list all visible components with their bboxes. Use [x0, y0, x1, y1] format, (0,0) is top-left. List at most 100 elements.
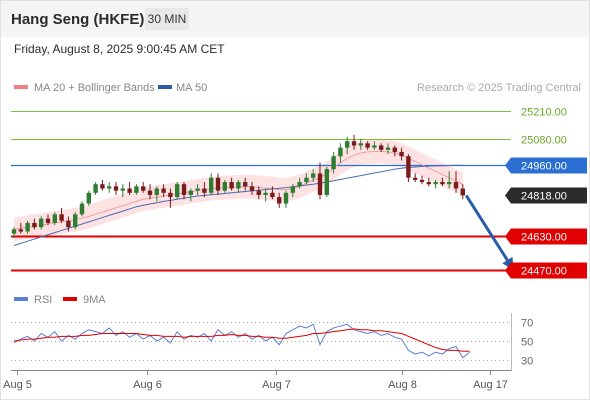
candle: [372, 141, 377, 150]
rsi-series-9ma: [13, 328, 470, 352]
candle-body: [399, 151, 404, 157]
legend-swatch-9ma: [63, 297, 77, 301]
candle-body: [331, 156, 336, 170]
candle-body: [433, 182, 438, 185]
candle: [277, 192, 282, 208]
level-label-box: [511, 228, 587, 245]
candle-body: [141, 186, 146, 191]
candle-body: [447, 182, 452, 185]
chart-header: Hang Seng (HKFE) 30 MIN: [1, 1, 589, 37]
level-label-box: [511, 187, 587, 204]
candle-body: [338, 147, 343, 157]
candle-body: [270, 192, 275, 198]
candle: [134, 184, 139, 195]
x-axis-ticks: Aug 5 Aug 6 Aug 7 Aug 8 Aug 17: [3, 370, 508, 391]
candle: [283, 190, 289, 208]
level-label-box: [511, 157, 587, 174]
timeframe-badge[interactable]: 30 MIN: [145, 8, 189, 30]
candle-body: [385, 147, 391, 150]
candle-body: [66, 220, 71, 228]
candle-body: [413, 177, 418, 180]
candle: [39, 216, 44, 230]
legend-label-ma50: MA 50: [176, 82, 207, 94]
candle-body: [11, 229, 17, 234]
candle-body: [256, 190, 261, 195]
candle-body: [209, 177, 214, 193]
x-tick-label: Aug 6: [133, 379, 162, 391]
candle: [202, 182, 207, 198]
candle: [324, 166, 329, 198]
level-label-24470.00: 24470.00: [505, 262, 587, 279]
candle: [447, 171, 452, 189]
candle: [45, 214, 51, 226]
x-tick-label: Aug 8: [388, 379, 417, 391]
candle-body: [290, 186, 295, 193]
candle-body: [168, 192, 173, 198]
legend-label-9ma: 9MA: [83, 294, 106, 306]
x-tick-label: Aug 17: [473, 379, 508, 391]
candle-body: [59, 214, 64, 221]
candle-body: [379, 145, 384, 150]
candle: [365, 141, 370, 150]
candle: [358, 139, 363, 150]
candle: [32, 218, 37, 230]
level-label-pointer: [505, 187, 511, 204]
level-labels: 25210.00 25080.00 24960.00 24818.00 24630.00…: [505, 107, 587, 279]
legend-swatch-ma50: [158, 85, 172, 89]
candle-body: [229, 182, 234, 189]
candle: [304, 173, 309, 185]
candle: [147, 184, 153, 200]
candle-body: [453, 182, 459, 189]
candle-body: [297, 182, 302, 187]
candle: [93, 182, 98, 195]
candle: [440, 177, 445, 187]
candle: [120, 184, 125, 198]
candle-body: [351, 141, 357, 146]
candle: [141, 182, 146, 193]
level-label-text: 24470.00: [521, 266, 567, 278]
rsi-tick-label: 30: [521, 356, 533, 368]
rsi-tick-label: 50: [521, 337, 533, 349]
candle-body: [45, 218, 51, 223]
candle-body: [188, 190, 193, 195]
candle: [331, 151, 336, 174]
candle-body: [147, 190, 153, 195]
level-label-pointer: [505, 228, 511, 245]
candle-body: [243, 182, 248, 187]
candle-body: [372, 145, 377, 148]
candle: [73, 212, 78, 230]
candle: [290, 184, 295, 198]
chart-datetime: Friday, August 8, 2025 9:00:45 AM CET: [14, 42, 225, 56]
rsi-series-rsi: [13, 323, 470, 359]
legend-label-ma20: MA 20 + Bollinger Bands: [34, 82, 155, 94]
legend-swatch-rsi: [14, 297, 28, 301]
level-label-pointer: [505, 262, 511, 279]
legend-label-rsi: RSI: [34, 294, 52, 306]
projection-arrow: [464, 194, 514, 271]
candle: [25, 220, 30, 234]
candle: [419, 175, 425, 185]
candle-body: [460, 188, 465, 196]
candle: [222, 179, 227, 193]
candle: [59, 207, 64, 223]
candle: [154, 186, 159, 202]
candle-body: [32, 222, 37, 228]
candle: [236, 179, 241, 193]
candle-body: [215, 177, 221, 191]
candle-body: [426, 182, 431, 185]
candle: [113, 182, 119, 195]
candle: [385, 143, 391, 155]
candle-body: [120, 188, 125, 191]
candle-body: [202, 188, 207, 193]
level-label-24960.00: 24960.00: [505, 157, 587, 174]
candle-body: [107, 186, 112, 189]
candle: [100, 179, 105, 191]
candle: [66, 216, 71, 232]
candle: [263, 188, 268, 202]
candle: [86, 190, 91, 206]
candle-body: [419, 179, 425, 183]
candle: [249, 182, 255, 195]
candle: [351, 134, 357, 150]
candle-body: [100, 184, 105, 189]
